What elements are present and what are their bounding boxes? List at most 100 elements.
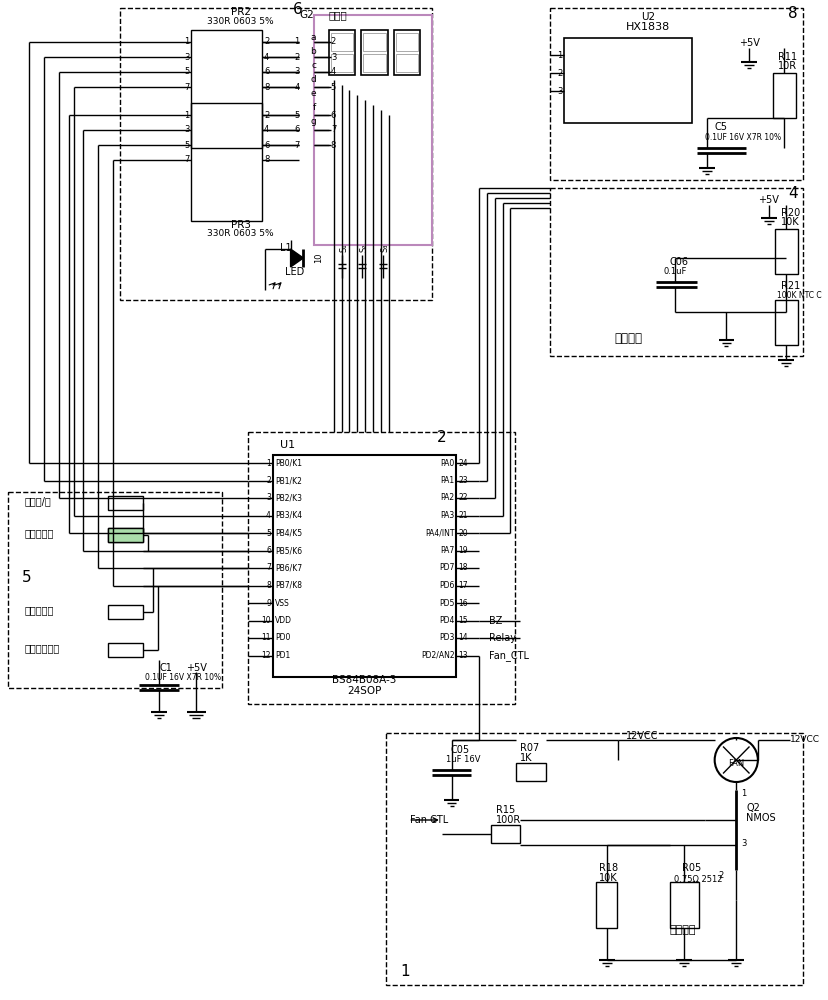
Text: f: f — [312, 103, 315, 111]
Text: 4: 4 — [294, 83, 299, 92]
Text: PA7: PA7 — [440, 546, 454, 555]
Text: e: e — [310, 89, 315, 98]
Text: 3: 3 — [556, 87, 562, 96]
Text: 数码管: 数码管 — [329, 10, 347, 20]
Text: Q2: Q2 — [745, 803, 759, 813]
Bar — [108, 528, 143, 542]
Bar — [395, 54, 417, 72]
Text: R11: R11 — [777, 52, 796, 62]
Text: 6: 6 — [266, 546, 271, 555]
Bar — [363, 54, 385, 72]
Text: HX1838: HX1838 — [625, 22, 669, 32]
Text: 6: 6 — [264, 140, 269, 149]
Text: 5: 5 — [22, 570, 31, 584]
Text: 6: 6 — [292, 2, 302, 17]
Text: 1uF 16V: 1uF 16V — [445, 756, 479, 764]
Text: 100K NTC C: 100K NTC C — [776, 292, 821, 300]
Bar — [314, 15, 431, 245]
Text: 5: 5 — [294, 110, 299, 119]
Text: 4: 4 — [266, 511, 271, 520]
Bar — [272, 455, 456, 677]
Text: 10R: 10R — [777, 61, 796, 71]
Text: +5V: +5V — [738, 38, 758, 48]
Text: PB4/K5: PB4/K5 — [275, 528, 301, 538]
Text: 电流採集: 电流採集 — [668, 925, 695, 935]
Text: PB7/K8: PB7/K8 — [275, 581, 301, 590]
Text: 8: 8 — [264, 155, 269, 164]
Bar — [108, 605, 143, 619]
Text: 1: 1 — [184, 110, 190, 119]
Bar — [773, 229, 797, 274]
Text: C05: C05 — [450, 745, 469, 755]
Text: PD5: PD5 — [439, 598, 454, 607]
Text: 3: 3 — [184, 125, 190, 134]
Text: R21: R21 — [781, 281, 800, 291]
Text: 1: 1 — [294, 37, 299, 46]
Text: 10K: 10K — [598, 873, 617, 883]
Text: U1: U1 — [279, 440, 295, 450]
Text: 1K: 1K — [520, 753, 532, 763]
Text: PA2: PA2 — [440, 493, 454, 502]
Text: U2: U2 — [640, 12, 654, 22]
Text: 4: 4 — [264, 52, 269, 62]
Text: 8: 8 — [787, 6, 797, 21]
Text: 12: 12 — [261, 651, 271, 660]
Text: 21: 21 — [458, 511, 467, 520]
Text: 2: 2 — [294, 52, 299, 62]
Text: PR3: PR3 — [230, 220, 250, 230]
Text: 6: 6 — [294, 125, 299, 134]
Text: 10K: 10K — [781, 217, 799, 227]
Bar — [564, 38, 691, 123]
Text: PD1: PD1 — [275, 651, 290, 660]
Text: 1: 1 — [400, 964, 410, 980]
Text: Fan_CTL: Fan_CTL — [489, 650, 528, 661]
Text: 0.1uF: 0.1uF — [663, 267, 686, 276]
Text: R18: R18 — [598, 863, 617, 873]
Text: 2: 2 — [556, 68, 562, 78]
Text: 14: 14 — [458, 634, 468, 643]
Text: FAN: FAN — [727, 758, 744, 768]
Text: G2: G2 — [299, 10, 314, 20]
Text: 2: 2 — [264, 110, 269, 119]
Text: PD2/AN2: PD2/AN2 — [421, 651, 454, 660]
Bar — [363, 33, 385, 51]
Bar — [773, 300, 797, 345]
Text: 8: 8 — [330, 140, 336, 149]
Text: LED: LED — [284, 267, 304, 277]
Text: 5: 5 — [184, 68, 190, 77]
Text: 1: 1 — [184, 37, 190, 46]
Bar — [490, 825, 520, 843]
Bar — [330, 54, 353, 72]
Text: 10: 10 — [314, 253, 323, 263]
Text: 330R 0603 5%: 330R 0603 5% — [207, 229, 273, 237]
Text: S₂: S₂ — [359, 244, 368, 252]
Text: L1: L1 — [279, 243, 291, 253]
Text: 20: 20 — [458, 528, 468, 538]
Text: 1: 1 — [740, 788, 745, 798]
Text: PB1/K2: PB1/K2 — [275, 476, 301, 485]
Text: 0.1UF 16V X7R 10%: 0.1UF 16V X7R 10% — [145, 674, 221, 682]
Text: 22: 22 — [458, 493, 467, 502]
Text: 5: 5 — [266, 528, 271, 538]
Text: S₃: S₃ — [380, 244, 389, 252]
Text: 触摸时间减: 触摸时间减 — [25, 605, 54, 615]
Text: 0.75Ω 2512: 0.75Ω 2512 — [674, 876, 722, 884]
Text: 7: 7 — [266, 564, 271, 572]
Bar — [108, 643, 143, 657]
Text: 18: 18 — [458, 564, 467, 572]
Bar — [191, 103, 262, 221]
Text: 17: 17 — [458, 581, 468, 590]
Text: 4: 4 — [264, 125, 269, 134]
Bar — [329, 30, 355, 75]
Text: 1: 1 — [556, 50, 562, 60]
Text: R07: R07 — [520, 743, 539, 753]
Text: 15: 15 — [458, 616, 468, 625]
Text: +5V: +5V — [758, 195, 778, 205]
Text: 1: 1 — [266, 458, 271, 468]
Text: 4: 4 — [330, 68, 335, 77]
Text: BZ: BZ — [489, 615, 502, 626]
Text: 3: 3 — [294, 68, 299, 77]
Text: d: d — [310, 75, 315, 84]
Text: BS84B08A-3: BS84B08A-3 — [332, 675, 396, 685]
Text: 5: 5 — [330, 83, 335, 92]
